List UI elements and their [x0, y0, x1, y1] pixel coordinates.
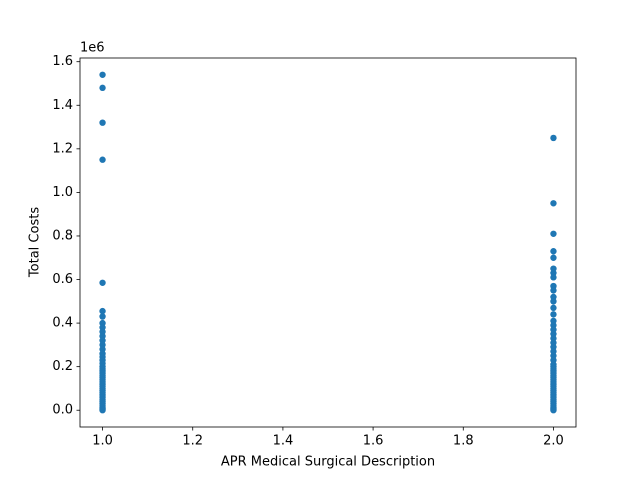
scatter-point [99, 156, 106, 163]
scatter-point [550, 274, 557, 281]
y-tick-label: 1.2 [52, 141, 73, 156]
scatter-point [550, 200, 557, 207]
x-tick-label: 1.0 [92, 434, 113, 449]
scatter-point [99, 307, 106, 315]
scatter-point [550, 230, 557, 237]
scatter-point [99, 71, 106, 78]
y-offset-label: 1e6 [80, 41, 105, 56]
scatter-point [550, 248, 557, 255]
plot-frame [79, 57, 577, 428]
y-tick-label: 0.6 [52, 272, 73, 287]
y-tick-label: 1.4 [52, 98, 73, 113]
y-tick-label: 0.0 [52, 403, 73, 418]
x-tick-label: 1.4 [273, 434, 294, 449]
y-tick-label: 0.4 [52, 316, 73, 331]
y-tick-label: 1.0 [52, 185, 73, 200]
scatter-point [99, 84, 106, 92]
scatter-point [550, 254, 557, 261]
y-axis-label: Total Costs [28, 207, 43, 278]
x-tick-label: 2.0 [543, 434, 564, 449]
y-tick-label: 1.6 [52, 54, 73, 69]
scatter-point [99, 407, 106, 414]
scatter-point [99, 119, 106, 126]
scatter-point [99, 279, 106, 286]
x-tick-label: 1.8 [453, 434, 474, 449]
scatter-point [550, 287, 557, 294]
x-tick-label: 1.6 [363, 434, 384, 449]
scatter-point [550, 134, 557, 142]
y-tick-label: 0.8 [52, 228, 73, 243]
scatter-point [99, 313, 106, 320]
x-axis-label: APR Medical Surgical Description [221, 455, 435, 470]
scatter-point [550, 298, 557, 305]
scatter-point [550, 311, 557, 318]
scatter-point [550, 407, 557, 414]
x-tick-label: 1.2 [182, 434, 203, 449]
scatter-point [550, 304, 557, 312]
y-tick-label: 0.2 [52, 359, 73, 374]
